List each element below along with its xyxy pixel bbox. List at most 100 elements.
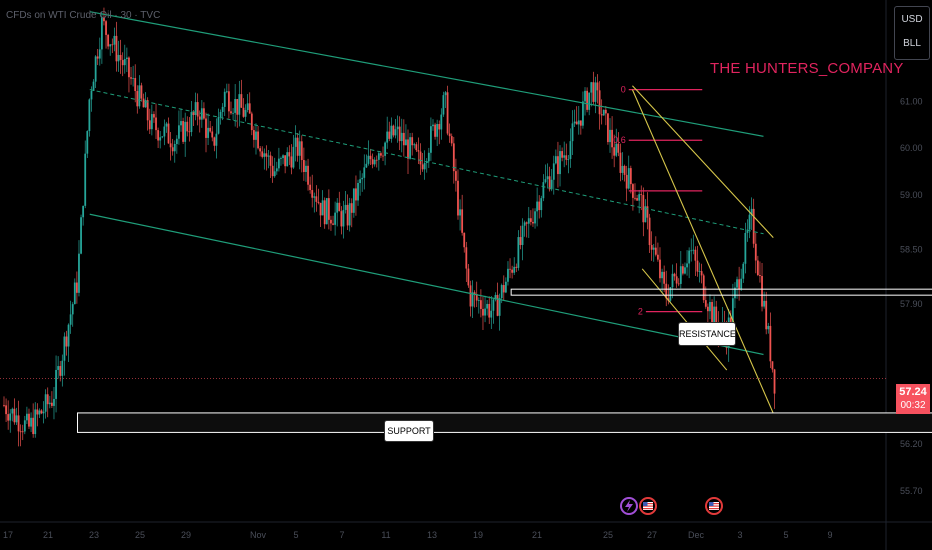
candle-body [700, 271, 703, 276]
candle-body [215, 133, 218, 146]
candle-body [80, 217, 82, 254]
currency-label: USD [901, 14, 923, 25]
candle-body [665, 283, 668, 299]
candle-body [280, 158, 282, 159]
candle-body [484, 308, 486, 316]
currency-unit-selector[interactable]: USD BLL [894, 6, 930, 60]
candle-body [230, 111, 232, 114]
candle-body [380, 153, 382, 156]
candle-body [513, 266, 516, 273]
candle-body [142, 98, 145, 108]
candle-body [527, 218, 530, 224]
candle-body [48, 402, 51, 405]
candle-body [540, 198, 543, 211]
candle-body [65, 336, 68, 347]
candle-body [28, 413, 30, 427]
candle-body [365, 163, 368, 168]
resistance-zone [510, 288, 932, 296]
candle-body [669, 287, 672, 301]
candle-body [17, 415, 20, 432]
candle-body [307, 165, 309, 185]
candle-body [715, 306, 718, 323]
candle-body [346, 204, 349, 226]
candle-body [750, 208, 753, 215]
candle-body [73, 282, 76, 305]
candle-body [677, 283, 680, 285]
candle-body [46, 394, 49, 405]
candle-body [706, 306, 709, 312]
candle-body [550, 179, 553, 190]
candle-body [150, 114, 153, 130]
candle-body [161, 136, 164, 138]
candle-body [582, 101, 584, 126]
y-tick-label: 56.20 [900, 439, 923, 449]
support-label[interactable]: SUPPORT [384, 420, 434, 442]
candle-body [30, 417, 32, 427]
lightning-icon[interactable] [620, 497, 638, 515]
x-tick-label: 13 [427, 530, 437, 540]
candle-body [284, 155, 287, 167]
candle-body [644, 206, 647, 223]
us-flag-icon[interactable] [705, 497, 723, 515]
candle-body [607, 113, 609, 143]
candle-body [19, 431, 22, 433]
candle-body [767, 325, 770, 330]
candle-body [59, 366, 62, 376]
candle-body [444, 92, 447, 96]
candle-body [244, 110, 247, 117]
candle-body [690, 250, 693, 252]
candle-body [407, 139, 409, 159]
x-tick-label: 5 [783, 530, 788, 540]
x-tick-label: Nov [250, 530, 267, 540]
candle-body [94, 56, 97, 82]
candle-body [298, 141, 301, 156]
candle-body [40, 410, 43, 414]
candle-body [238, 94, 241, 115]
candle-body [359, 179, 362, 184]
candle-body [155, 117, 157, 131]
us-flag-icon[interactable] [639, 497, 657, 515]
candle-body [321, 200, 324, 216]
candle-body [175, 138, 178, 144]
x-tick-label: 21 [532, 530, 542, 540]
candle-body [759, 275, 761, 277]
candle-body [613, 147, 616, 156]
candle-body [388, 131, 391, 139]
candle-body [650, 245, 653, 250]
candle-body [671, 273, 674, 288]
candle-body [63, 336, 66, 361]
last-price-value: 57.24 [899, 386, 927, 398]
candle-body [619, 152, 622, 173]
candle-body [319, 202, 322, 216]
candle-body [163, 126, 166, 137]
x-tick-label: 3 [737, 530, 742, 540]
candle-body [611, 129, 613, 148]
candle-body [219, 111, 222, 118]
candle-body [148, 120, 151, 130]
candle-body [342, 209, 345, 227]
resistance-label[interactable]: RESISTANCE [678, 322, 736, 346]
candle-body [698, 271, 701, 272]
candle-body [402, 132, 405, 146]
candle-body [729, 317, 732, 323]
candle-body [419, 151, 422, 165]
candle-body [288, 152, 291, 157]
candle-body [575, 121, 578, 125]
candle-body [652, 247, 655, 250]
candle-body [486, 303, 489, 309]
candle-body [361, 177, 364, 180]
candle-body [569, 141, 572, 159]
candle-body [313, 196, 316, 198]
channel-lower-line [89, 213, 764, 356]
candle-body [32, 417, 35, 435]
candle-body [357, 183, 359, 201]
candle-body [296, 137, 299, 156]
candle-body [261, 151, 264, 157]
brand-watermark: THE HUNTERS_COMPANY [710, 60, 904, 77]
candle-body [334, 212, 337, 225]
candle-body [761, 276, 763, 307]
wedge-lower-line [631, 89, 779, 425]
candle-body [494, 294, 497, 300]
candle-body [113, 35, 116, 45]
